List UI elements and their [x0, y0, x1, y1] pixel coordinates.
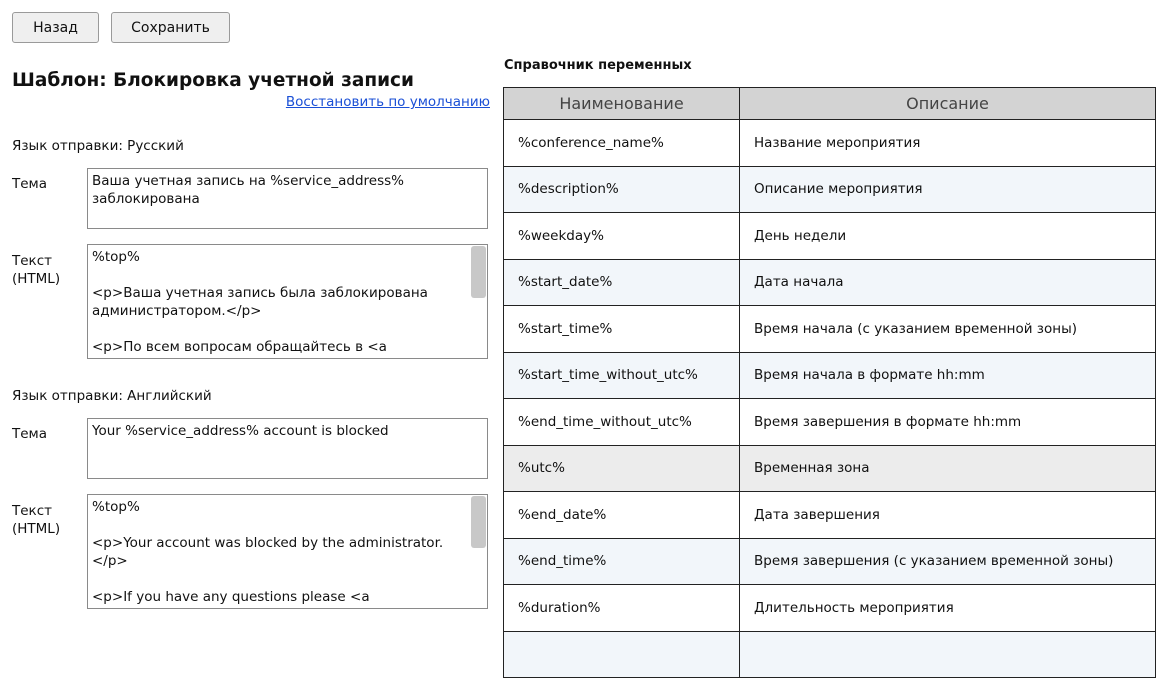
variable-description: Время начала в формате hh:mm: [739, 351, 1156, 399]
table-row: %end_time% Время завершения (с указанием …: [503, 537, 1156, 585]
variable-description: День недели: [739, 212, 1156, 260]
table-row: [503, 630, 1156, 678]
body-label-en: Текст (HTML): [12, 503, 61, 537]
body-label-ru: Текст (HTML): [12, 253, 61, 287]
variable-description: Название мероприятия: [739, 119, 1156, 167]
restore-default-link[interactable]: Восстановить по умолчанию: [285, 94, 490, 110]
variable-description: Время начала (с указанием временной зоны…: [739, 305, 1156, 353]
variable-description: Дата начала: [739, 258, 1156, 306]
table-row: %duration% Длительность мероприятия: [503, 584, 1156, 632]
page-title: Шаблон: Блокировка учетной записи: [12, 70, 414, 91]
variable-description: Дата завершения: [739, 491, 1156, 539]
table-row: %start_date% Дата начала: [503, 258, 1156, 306]
body-textarea-en[interactable]: %top% <p>Your account was blocked by the…: [87, 494, 488, 609]
body-text-ru: %top% <p>Ваша учетная запись была заблок…: [92, 249, 428, 355]
variable-name: [503, 630, 740, 678]
table-row: %start_time% Время начала (с указанием вр…: [503, 305, 1156, 353]
variable-name: %conference_name%: [503, 119, 740, 167]
language-label-en: Язык отправки: Английский: [12, 388, 212, 404]
variable-name: %end_date%: [503, 491, 740, 539]
language-label-ru: Язык отправки: Русский: [12, 138, 184, 154]
subject-input-en[interactable]: Your %service_address% account is blocke…: [87, 418, 488, 479]
column-header-name: Наименование: [503, 87, 740, 120]
table-row: %conference_name% Название мероприятия: [503, 119, 1156, 167]
variable-description: Временная зона: [739, 444, 1156, 492]
column-header-description: Описание: [739, 87, 1156, 120]
table-row: %end_date% Дата завершения: [503, 491, 1156, 539]
variable-name: %utc%: [503, 444, 740, 492]
variable-name: %description%: [503, 165, 740, 213]
back-button[interactable]: Назад: [12, 12, 99, 43]
scrollbar[interactable]: [471, 496, 486, 548]
variable-name: %start_date%: [503, 258, 740, 306]
variable-name: %start_time%: [503, 305, 740, 353]
body-text-en: %top% <p>Your account was blocked by the…: [92, 499, 456, 608]
variable-name: %duration%: [503, 584, 740, 632]
subject-input-ru[interactable]: Ваша учетная запись на %service_address%…: [87, 168, 488, 229]
table-row: %utc% Временная зона: [503, 444, 1156, 492]
variable-name: %end_time%: [503, 537, 740, 585]
variables-table: Наименование Описание %conference_name% Н…: [503, 87, 1156, 678]
body-textarea-ru[interactable]: %top% <p>Ваша учетная запись была заблок…: [87, 244, 488, 359]
variable-description: Описание мероприятия: [739, 165, 1156, 213]
scrollbar[interactable]: [471, 246, 486, 298]
save-button[interactable]: Сохранить: [111, 12, 230, 43]
variable-description: Время завершения (с указанием временной …: [739, 537, 1156, 585]
subject-label-ru: Тема: [12, 176, 48, 192]
table-row: %end_time_without_utc% Время завершения в…: [503, 398, 1156, 446]
variable-name: %start_time_without_utc%: [503, 351, 740, 399]
reference-title: Справочник переменных: [504, 58, 692, 73]
variable-name: %weekday%: [503, 212, 740, 260]
table-row: %description% Описание мероприятия: [503, 165, 1156, 213]
table-row: %weekday% День недели: [503, 212, 1156, 260]
subject-label-en: Тема: [12, 426, 48, 442]
variable-name: %end_time_without_utc%: [503, 398, 740, 446]
variable-description: [739, 630, 1156, 678]
variable-description: Время завершения в формате hh:mm: [739, 398, 1156, 446]
table-row: %start_time_without_utc% Время начала в ф…: [503, 351, 1156, 399]
variable-description: Длительность мероприятия: [739, 584, 1156, 632]
